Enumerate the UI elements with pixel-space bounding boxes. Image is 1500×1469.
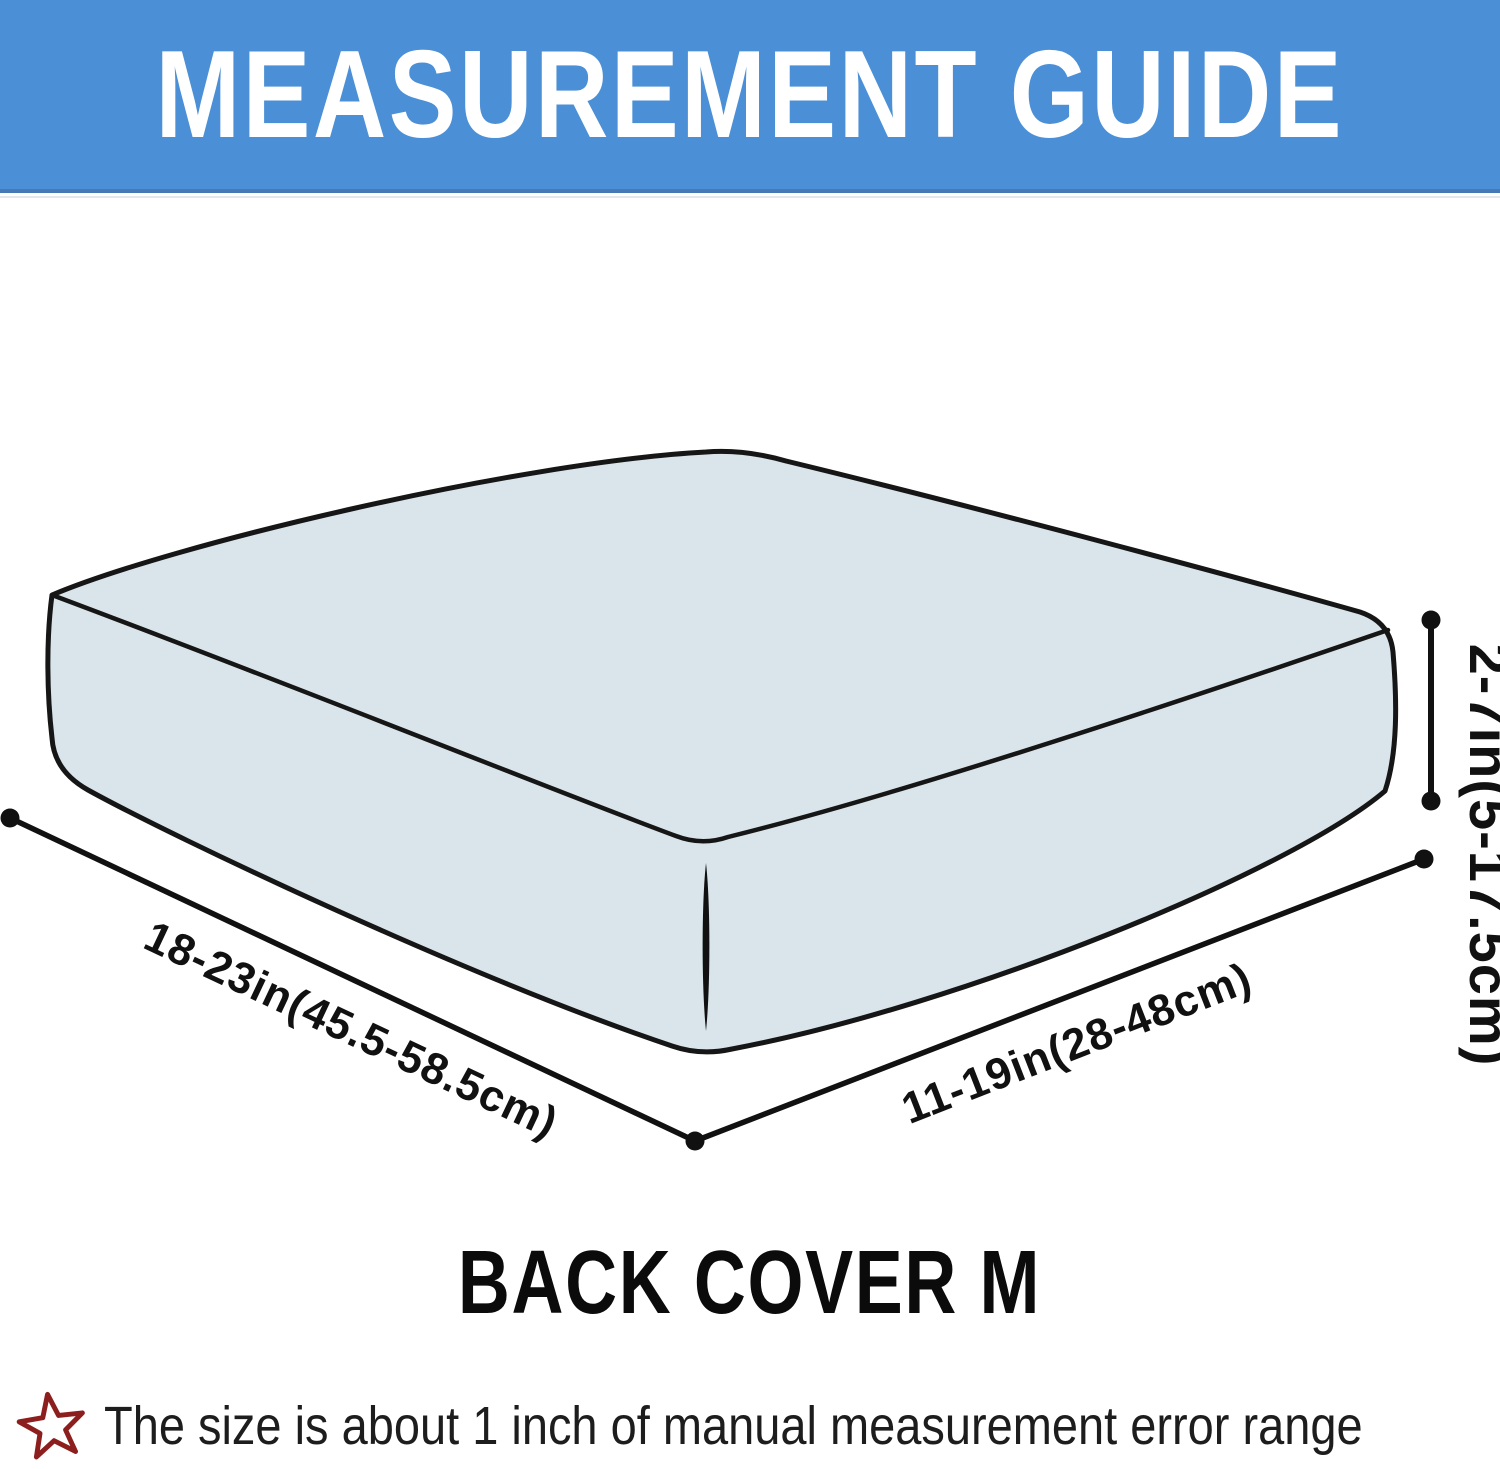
- measurement-note: The size is about 1 inch of manual measu…: [14, 1386, 1500, 1466]
- cushion-outline: [45, 448, 1399, 1055]
- product-label-text: BACK COVER M: [458, 1233, 1042, 1333]
- cushion-seam: [49, 592, 1391, 844]
- dimension-endpoint-dot: [1421, 610, 1441, 630]
- note-text: The size is about 1 inch of manual measu…: [104, 1396, 1363, 1456]
- banner-underline: [0, 196, 1500, 198]
- product-label: BACK COVER M: [0, 1232, 1500, 1335]
- height-dimension: 2-7in(5-17.5cm): [1421, 610, 1500, 1067]
- page-title: MEASUREMENT GUIDE: [155, 25, 1345, 164]
- header-banner: MEASUREMENT GUIDE: [0, 0, 1500, 193]
- height-dimension-label: 2-7in(5-17.5cm): [1458, 644, 1500, 1067]
- dimension-endpoint-dot: [1421, 791, 1441, 811]
- dimension-endpoint-dot: [1414, 849, 1434, 869]
- cushion-front-slit: [702, 863, 710, 1031]
- star-icon: [16, 1391, 85, 1460]
- dimension-endpoint-dot: [0, 808, 20, 828]
